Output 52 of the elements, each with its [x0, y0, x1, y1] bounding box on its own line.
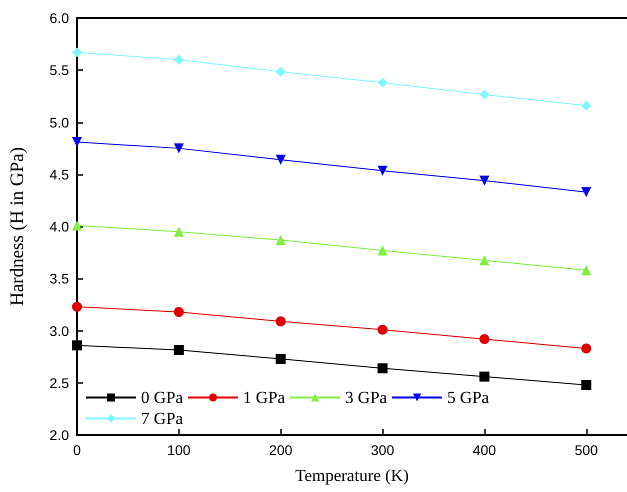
y-tick-label: 3.5 — [50, 270, 70, 287]
y-tick-label: 6.0 — [50, 10, 70, 26]
point — [378, 245, 388, 256]
legend-label: 7 GPa — [141, 409, 184, 428]
x-tick-label: 300 — [370, 442, 394, 458]
legend-label: 3 GPa — [345, 388, 388, 407]
y-tick-label: 4.5 — [50, 166, 70, 182]
point — [276, 316, 286, 326]
y-tick-label: 2.5 — [50, 374, 70, 391]
x-tick-label: 100 — [167, 442, 191, 458]
legend-label: 0 GPa — [141, 388, 184, 407]
point — [174, 306, 184, 317]
point — [276, 154, 286, 165]
y-tick-label: 5.0 — [50, 114, 70, 130]
y-tick-label: 2.0 — [50, 427, 70, 443]
point — [72, 220, 82, 230]
point — [72, 137, 82, 148]
point — [479, 334, 490, 344]
point — [378, 78, 388, 88]
y-tick-label: 3.0 — [50, 322, 70, 339]
legend-label: 1 GPa — [243, 388, 286, 407]
point — [581, 265, 592, 276]
point — [174, 345, 184, 356]
x-tick-label: 500 — [574, 442, 598, 458]
point — [479, 255, 490, 266]
point — [174, 143, 184, 154]
point — [581, 187, 592, 198]
point — [276, 66, 286, 77]
point — [581, 343, 592, 354]
y-tick-label: 4.0 — [50, 218, 70, 234]
x-tick-label: 200 — [269, 442, 293, 458]
point — [276, 235, 286, 246]
point — [378, 166, 388, 176]
y-tick-label: 5.5 — [50, 62, 70, 78]
legend-label: 5 GPa — [447, 388, 490, 407]
point — [174, 226, 184, 237]
x-tick-label: 400 — [472, 442, 496, 458]
point — [581, 100, 592, 111]
point — [72, 47, 82, 58]
point — [479, 176, 490, 186]
point — [72, 302, 82, 312]
x-axis-title: Temperature (K) — [295, 466, 409, 485]
point — [174, 54, 184, 65]
point — [581, 380, 592, 390]
point — [276, 354, 286, 364]
y-axis-title: Hardness (H in GPa) — [7, 147, 28, 306]
point — [378, 363, 388, 374]
point — [378, 324, 388, 335]
point — [479, 90, 490, 100]
x-tick-label: 0 — [73, 442, 82, 458]
point — [479, 372, 490, 382]
point — [72, 340, 82, 350]
